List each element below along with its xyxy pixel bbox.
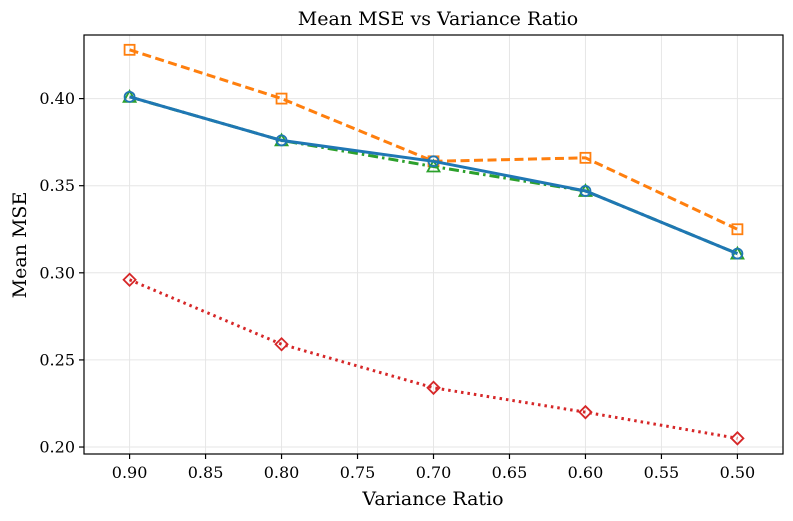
series-blue-point (275, 134, 288, 147)
series-blue-point (123, 90, 136, 103)
series-orange-line (129, 48, 739, 231)
series-red-point (578, 404, 593, 420)
x-tick-label: 0.65 (492, 463, 528, 482)
series-blue-line (129, 95, 738, 256)
series-red-point (122, 272, 137, 288)
y-tick-label: 0.20 (39, 438, 75, 457)
series-blue-point (579, 185, 592, 197)
chart-title: Mean MSE vs Variance Ratio (298, 8, 578, 30)
x-tick-label: 0.55 (644, 463, 680, 482)
series-red-point (426, 380, 441, 396)
x-axis-label: Variance Ratio (361, 488, 503, 510)
series-blue-point (731, 247, 744, 260)
axes: 0.90 0.85 0.80 0.75 0.70 0.65 0.60 0.55 0.50 0.20… (39, 89, 755, 482)
series-orange-point (731, 223, 744, 236)
series-orange-point (579, 151, 592, 164)
x-tick-label: 0.75 (340, 463, 376, 482)
series-red (122, 272, 745, 446)
x-tick-label: 0.90 (112, 463, 148, 482)
series-blue-point (427, 155, 440, 168)
y-axis-label: Mean MSE (9, 192, 31, 299)
x-tick-label: 0.60 (568, 463, 604, 482)
series-red-point (730, 431, 745, 446)
series-red-point (274, 336, 289, 352)
x-tick-label: 0.85 (188, 463, 224, 482)
y-tick-label: 0.35 (39, 176, 75, 195)
series-orange-point (123, 43, 136, 56)
grid (84, 35, 783, 454)
x-tick-label: 0.70 (416, 463, 452, 482)
x-tick-label: 0.80 (264, 463, 300, 482)
x-tick-label: 0.50 (720, 463, 756, 482)
y-tick-label: 0.40 (39, 89, 75, 108)
series-layer (122, 43, 745, 446)
y-tick-label: 0.30 (39, 263, 75, 282)
series-blue (123, 90, 744, 260)
series-red-line (129, 278, 738, 440)
y-tick-label: 0.25 (39, 350, 75, 369)
series-orange-point (275, 92, 288, 105)
